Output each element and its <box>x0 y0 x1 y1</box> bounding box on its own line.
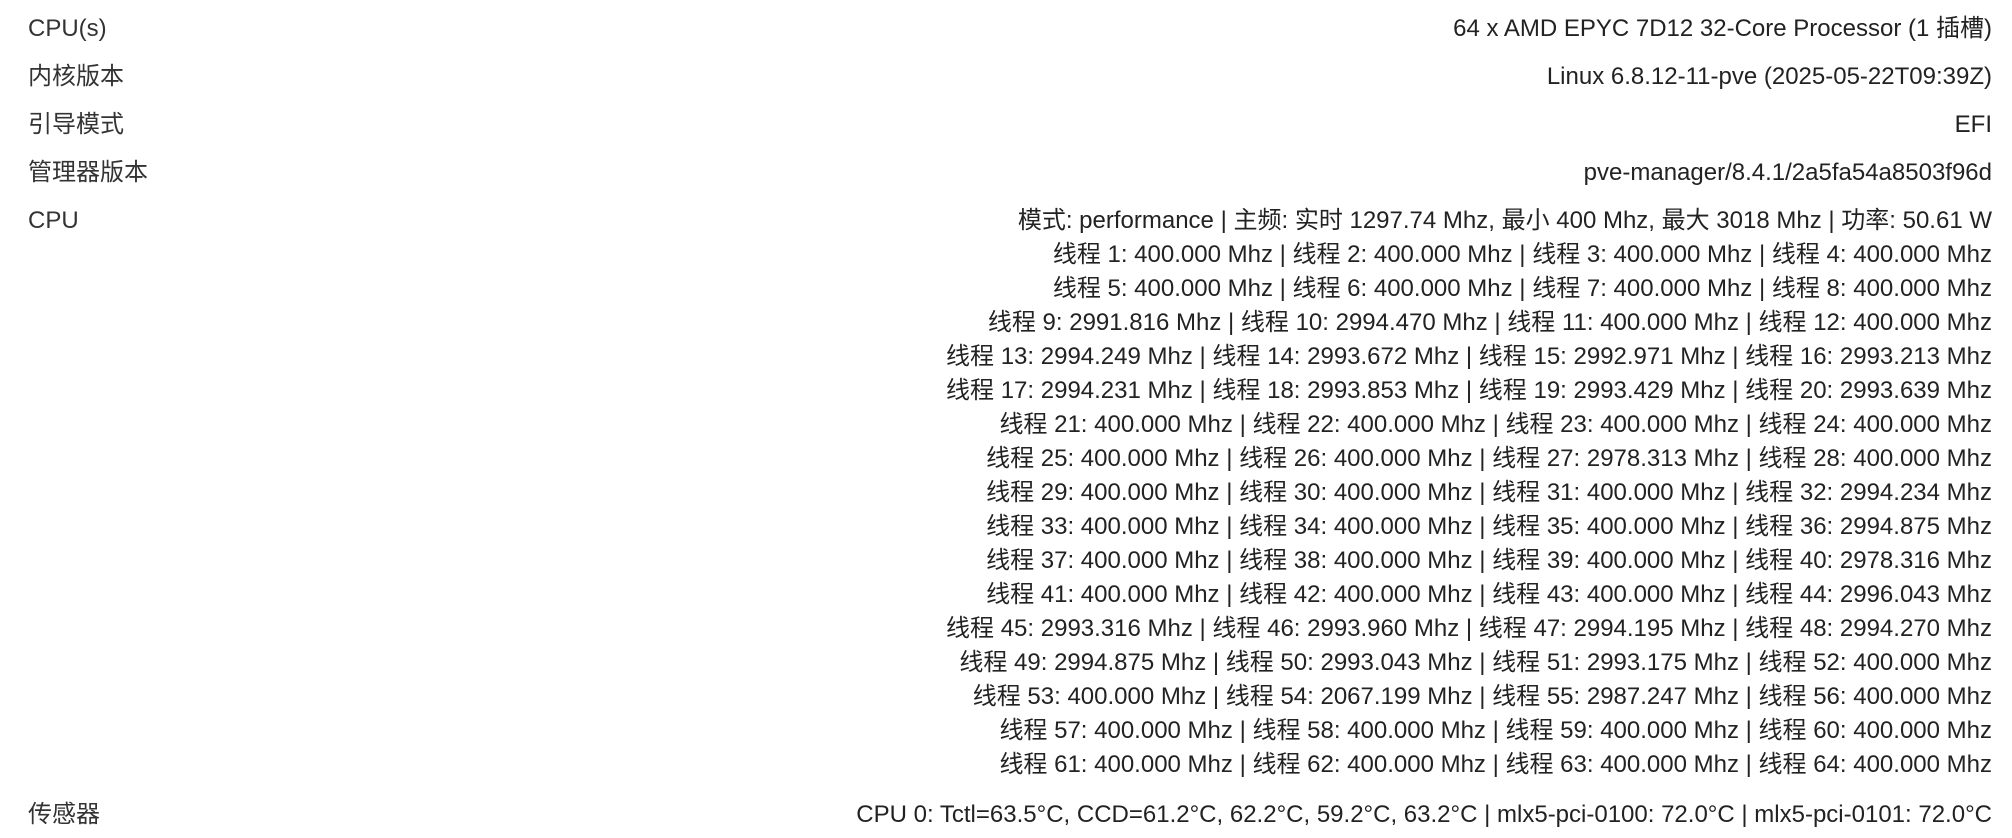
cpu-thread-line: 线程 21: 400.000 Mhz | 线程 22: 400.000 Mhz … <box>999 411 1992 438</box>
cpu-mode-line: 模式: performance | 主频: 实时 1297.74 Mhz, 最小… <box>1017 207 1992 234</box>
cpus-value: 64 x AMD EPYC 7D12 32-Core Processor (1 … <box>1453 15 1992 42</box>
cpu-thread-line: 线程 33: 400.000 Mhz | 线程 34: 400.000 Mhz … <box>986 513 1992 540</box>
cpu-thread-line: 线程 57: 400.000 Mhz | 线程 58: 400.000 Mhz … <box>999 717 1992 744</box>
cpu-thread-line: 线程 37: 400.000 Mhz | 线程 38: 400.000 Mhz … <box>986 547 1992 574</box>
cpu-thread-line: 线程 41: 400.000 Mhz | 线程 42: 400.000 Mhz … <box>986 581 1992 608</box>
cpu-thread-line: 线程 5: 400.000 Mhz | 线程 6: 400.000 Mhz | … <box>1052 275 1992 302</box>
kernel-version-value: Linux 6.8.12-11-pve (2025-05-22T09:39Z) <box>1546 63 1992 90</box>
cpu-thread-line: 线程 9: 2991.816 Mhz | 线程 10: 2994.470 Mhz… <box>987 309 1992 336</box>
cpu-thread-line: 线程 29: 400.000 Mhz | 线程 30: 400.000 Mhz … <box>986 479 1992 506</box>
cpu-frequency-value: 模式: performance | 主频: 实时 1297.74 Mhz, 最小… <box>946 204 1992 782</box>
cpu-thread-line: 线程 49: 2994.875 Mhz | 线程 50: 2993.043 Mh… <box>959 649 1992 676</box>
cpu-thread-line: 线程 53: 400.000 Mhz | 线程 54: 2067.199 Mhz… <box>972 683 1992 710</box>
cpu-thread-line: 线程 61: 400.000 Mhz | 线程 62: 400.000 Mhz … <box>999 751 1992 778</box>
manager-version-value: pve-manager/8.4.1/2a5fa54a8503f96d <box>1583 159 1992 186</box>
cpu-label: CPU <box>28 207 79 234</box>
cpu-thread-line: 线程 1: 400.000 Mhz | 线程 2: 400.000 Mhz | … <box>1052 241 1992 268</box>
sensors-value: CPU 0: Tctl=63.5°C, CCD=61.2°C, 62.2°C, … <box>856 801 1992 828</box>
manager-version-label: 管理器版本 <box>28 159 148 186</box>
cpus-label: CPU(s) <box>28 15 107 42</box>
cpu-thread-line: 线程 13: 2994.249 Mhz | 线程 14: 2993.672 Mh… <box>946 343 1992 370</box>
kernel-version-label: 内核版本 <box>28 63 124 90</box>
cpu-thread-line: 线程 25: 400.000 Mhz | 线程 26: 400.000 Mhz … <box>986 445 1992 472</box>
sensors-label: 传感器 <box>28 801 100 828</box>
boot-mode-label: 引导模式 <box>28 111 124 138</box>
cpu-thread-line: 线程 45: 2993.316 Mhz | 线程 46: 2993.960 Mh… <box>946 615 1992 642</box>
cpu-thread-line: 线程 17: 2994.231 Mhz | 线程 18: 2993.853 Mh… <box>946 377 1992 404</box>
boot-mode-value: EFI <box>1954 111 1992 138</box>
